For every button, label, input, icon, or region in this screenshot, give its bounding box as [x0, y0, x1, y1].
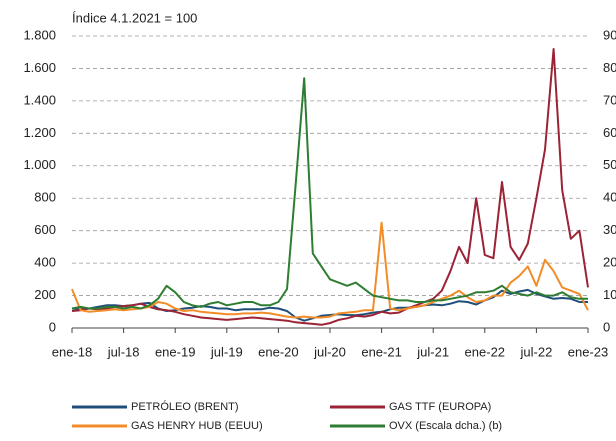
legend: PETRÓLEO (BRENT) GAS TTF (EUROPA) GAS HENR… — [72, 400, 502, 432]
y2-tick-label: 0 — [603, 319, 610, 334]
x-tick-label: ene-18 — [52, 344, 92, 359]
y2-tick-label: 600 — [603, 125, 616, 140]
x-tick-label: ene-22 — [465, 344, 505, 359]
legend-label: GAS HENRY HUB (EEUU) — [131, 420, 263, 432]
x-tick-label: ene-19 — [155, 344, 195, 359]
annotation: Índice 4.1.2021 = 100 — [72, 10, 197, 25]
x-tick-label: jul-18 — [107, 344, 140, 359]
series-line — [71, 48, 589, 326]
x-tick-label: jul-22 — [520, 344, 553, 359]
legend-label: OVX (Escala dcha.) (b) — [389, 420, 502, 432]
y-tick-label: 200 — [34, 287, 56, 302]
y2-tick-label: 800 — [603, 60, 616, 75]
y-tick-label: 1.400 — [23, 92, 56, 107]
y-tick-label: 1.600 — [23, 60, 56, 75]
y-tick-label: 600 — [34, 222, 56, 237]
series-line — [71, 77, 588, 310]
legend-label: GAS TTF (EUROPA) — [389, 401, 491, 413]
x-tick-label: jul-20 — [313, 344, 346, 359]
y2-tick-label: 500 — [603, 157, 616, 172]
y2-tick-label: 400 — [603, 190, 616, 205]
legend-label: PETRÓLEO (BRENT) — [131, 400, 239, 413]
x-tick-label: ene-20 — [258, 344, 298, 359]
y2-tick-label: 700 — [603, 92, 616, 107]
series-line — [71, 221, 589, 319]
y2-tick-label: 200 — [603, 255, 616, 270]
y-tick-label: 0 — [49, 319, 56, 334]
y2-tick-label: 300 — [603, 222, 616, 237]
y-tick-label: 1.200 — [23, 125, 56, 140]
y2-tick-label: 100 — [603, 287, 616, 302]
x-tick-label: jul-19 — [210, 344, 243, 359]
y-tick-label: 400 — [34, 255, 56, 270]
y-tick-label: 1.800 — [23, 27, 56, 42]
x-tick-label: ene-23 — [568, 344, 608, 359]
y-tick-label: 1.000 — [23, 157, 56, 172]
x-tick-label: jul-21 — [416, 344, 449, 359]
y-tick-label: 800 — [34, 190, 56, 205]
x-tick-label: ene-21 — [361, 344, 401, 359]
y2-tick-label: 900 — [603, 27, 616, 42]
